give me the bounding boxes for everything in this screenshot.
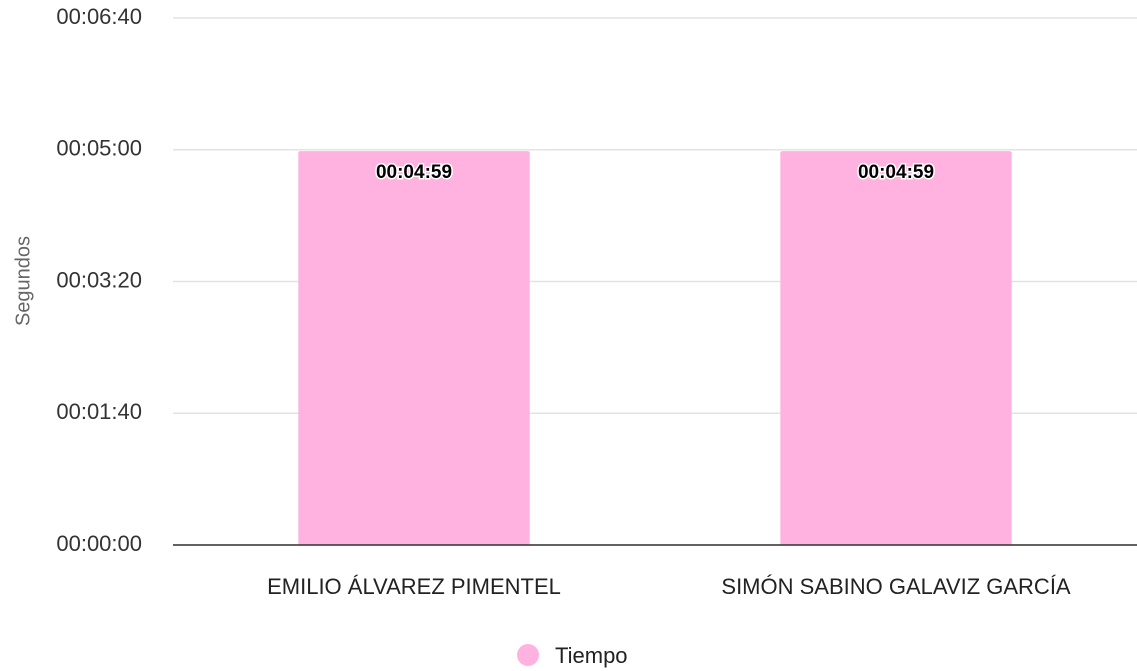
data-label: 00:04:59 — [376, 162, 452, 183]
bar — [298, 151, 530, 545]
legend-label: Tiempo — [555, 643, 628, 668]
y-tick-label: 00:01:40 — [56, 399, 142, 424]
y-axis-title: Segundos — [12, 236, 34, 326]
data-label: 00:04:59 — [858, 162, 934, 183]
legend-marker — [517, 644, 539, 666]
y-tick-label: 00:00:00 — [56, 531, 142, 556]
y-tick-label: 00:03:20 — [56, 267, 142, 292]
x-tick-label: SIMÓN SABINO GALAVIZ GARCÍA — [721, 574, 1071, 599]
x-tick-label: EMILIO ÁLVAREZ PIMENTEL — [267, 574, 561, 599]
y-tick-label: 00:05:00 — [56, 136, 142, 161]
y-tick-label: 00:06:40 — [56, 4, 142, 29]
bar — [780, 151, 1012, 545]
